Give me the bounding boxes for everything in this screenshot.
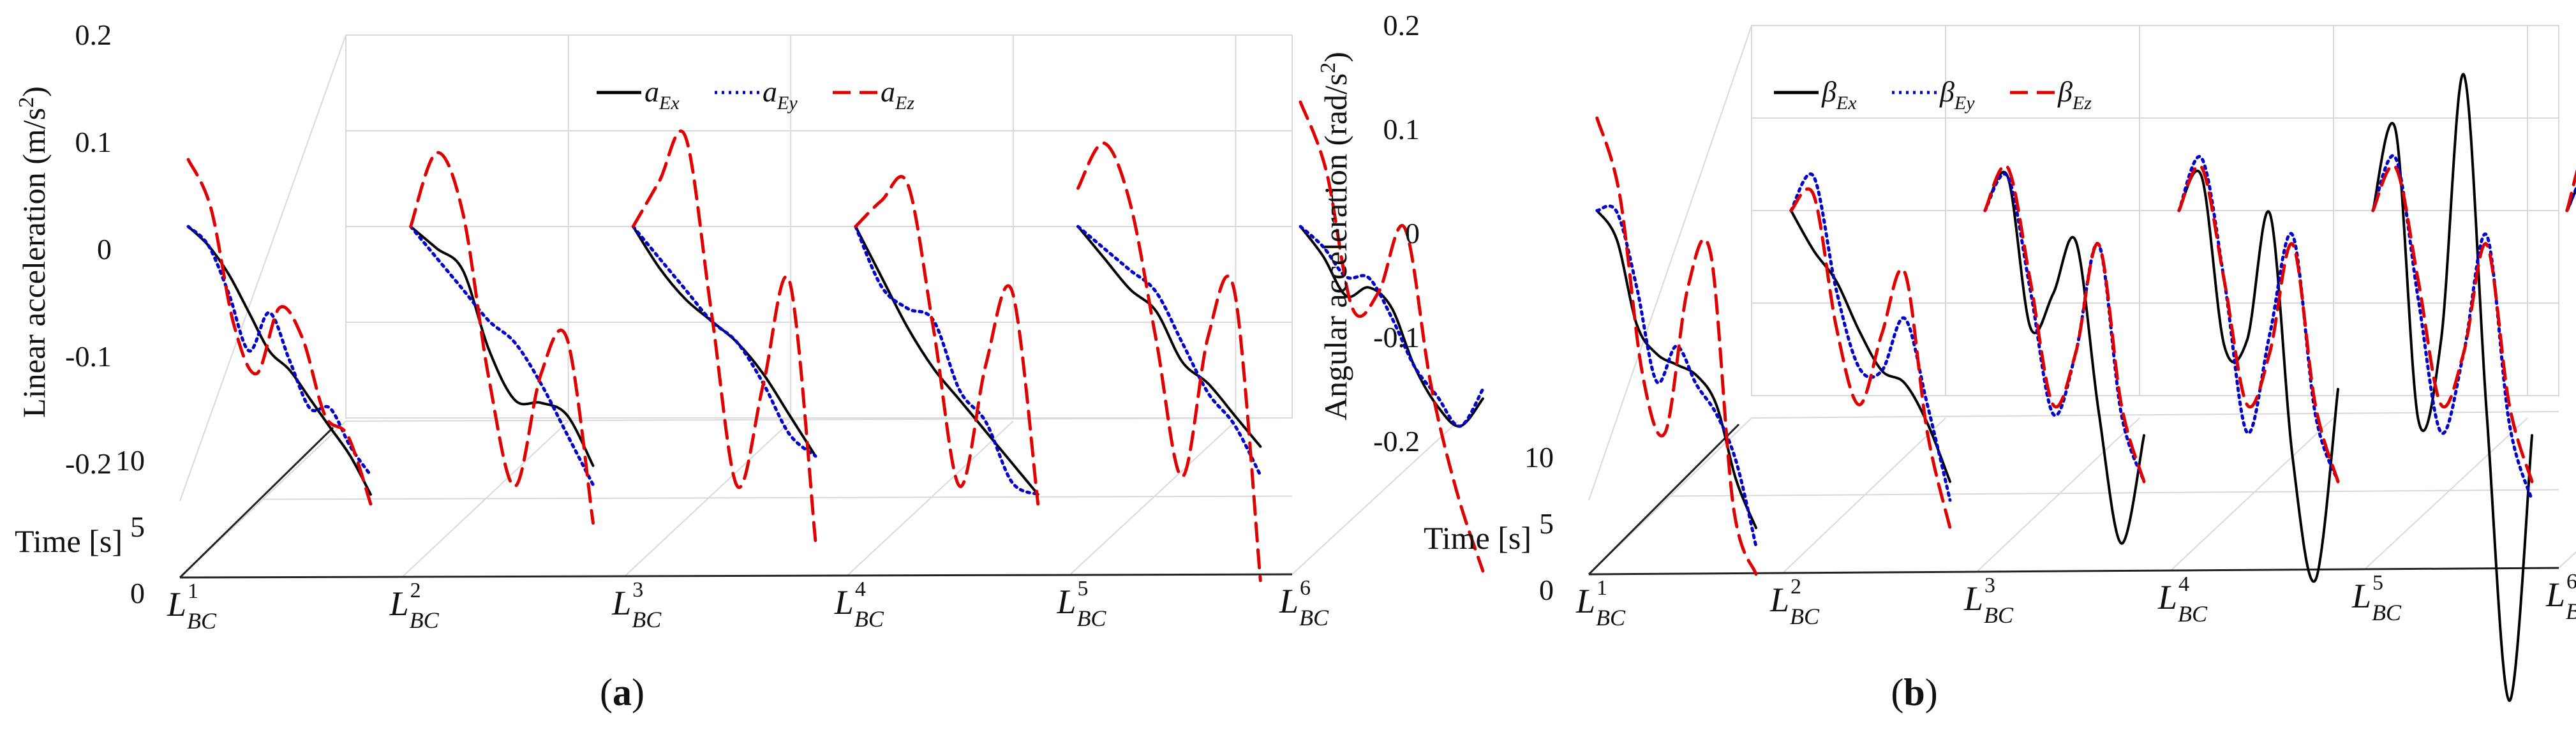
z-tick-label: -0.1 <box>65 340 112 373</box>
series-Ez-curve-1 <box>1595 116 1758 576</box>
time-tick-label: 5 <box>130 510 145 543</box>
z-tick-label: -0.2 <box>1373 425 1420 458</box>
category-axis-line <box>179 573 1293 579</box>
time-tick-label: 10 <box>115 444 145 477</box>
z-axis-label: Angular acceleration (rad/s2) <box>1316 52 1354 421</box>
time-tick-label: 0 <box>130 577 145 609</box>
category-label-2: L2 BC <box>389 579 440 633</box>
category-label-5: L5 BC <box>1056 577 1106 631</box>
series-Ez-curve-5 <box>2371 163 2534 484</box>
category-label-1: L1 BC <box>1575 576 1626 630</box>
series-Ez-curve-6 <box>1299 100 1485 573</box>
series-Ey-curve-1 <box>1595 204 1758 548</box>
legend-label-Ey: aEy <box>763 75 798 114</box>
category-axis-line <box>1588 567 2559 576</box>
series-Ez <box>186 100 1485 583</box>
series-Ez-curve-1 <box>186 158 373 506</box>
series-Ez-curve-5 <box>1076 141 1262 583</box>
series-Ex <box>1595 73 2576 703</box>
series-Ey-curve-2 <box>409 225 595 487</box>
series-Ez-curve-6 <box>2565 169 2576 212</box>
axes <box>179 426 1293 579</box>
series-Ey-curve-6 <box>2565 185 2576 212</box>
series-Ez-curve-3 <box>631 129 817 544</box>
time-axis-line <box>179 426 334 579</box>
series-Ex-curve-3 <box>1983 170 2145 545</box>
back-wall-grid <box>1588 25 2559 501</box>
z-tick-label: 0.2 <box>1383 9 1420 41</box>
series-Ey-curve-4 <box>2177 154 2340 484</box>
series-Ez-curve-4 <box>854 175 1040 506</box>
panel-label: (b) <box>1891 671 1937 713</box>
category-label-4: L4 BC <box>2157 572 2208 627</box>
series-Ey-curve-5 <box>1076 225 1262 477</box>
series-Ex-curve-1 <box>1595 209 1757 530</box>
z-tick-label: -0.2 <box>65 447 112 480</box>
legend: aEx aEy aEz <box>597 75 914 114</box>
time-tick-label: 0 <box>1539 574 1554 606</box>
legend-label-Ex: βEx <box>1821 75 1857 114</box>
series-Ez-curve-2 <box>409 151 595 525</box>
series-Ey-curve-6 <box>1299 225 1485 428</box>
time-tick-label: 5 <box>1539 507 1554 540</box>
category-label-5: L5 BC <box>2351 571 2402 625</box>
floor-grid <box>1588 411 2576 575</box>
legend: βEx βEy βEz <box>1774 75 2092 114</box>
series-Ex-curve-4 <box>854 225 1039 496</box>
z-tick-label: 0.1 <box>1383 113 1420 145</box>
panel-label: (a) <box>600 671 644 713</box>
series-Ey-curve-5 <box>2371 154 2534 502</box>
series-Ex-curve-2 <box>409 225 595 467</box>
z-axis-label: Linear acceleration (m/s2) <box>15 86 52 418</box>
category-label-4: L4 BC <box>834 577 884 632</box>
z-tick-label: 0 <box>1405 217 1420 250</box>
series-Ex-curve-1 <box>187 225 372 496</box>
series-Ez-curve-2 <box>1789 187 1952 530</box>
series-Ey-curve-4 <box>854 225 1040 496</box>
legend-label-Ey: βEy <box>1939 75 1975 114</box>
category-label-3: L3 BC <box>611 578 662 632</box>
legend-label-Ez: aEz <box>881 75 914 114</box>
time-axis-label: Time [s] <box>1424 520 1531 556</box>
axes <box>1588 423 2559 576</box>
series-Ey <box>186 225 1485 496</box>
floor-grid <box>179 417 1459 578</box>
chart-panel-b: 0.2 0.1 0 -0.1 -0.2 10 5 0 Angular acceleration … <box>1316 9 2576 713</box>
z-tick-label: 0 <box>97 233 112 265</box>
series-Ey-curve-2 <box>1789 172 1952 502</box>
series-Ex-curve-2 <box>1789 209 1951 483</box>
series-Ey-curve-1 <box>186 225 373 477</box>
z-tick-label: -0.1 <box>1373 321 1420 354</box>
series-Ez-curve-4 <box>2177 163 2340 484</box>
series-Ex-curve-6 <box>2565 187 2576 212</box>
category-label-3: L3 BC <box>1963 574 2014 628</box>
category-label-2: L2 BC <box>1769 575 1820 629</box>
time-axis-label: Time [s] <box>15 523 123 559</box>
time-axis-line <box>1588 423 1740 576</box>
z-tick-label: 0.1 <box>75 126 112 158</box>
series-Ex-curve-5 <box>1076 225 1262 448</box>
series-Ez-curve-3 <box>1983 163 2146 484</box>
series-Ex-curve-5 <box>2371 73 2533 703</box>
series-Ey-curve-3 <box>631 225 817 458</box>
category-label-1: L1 BC <box>167 579 217 634</box>
time-tick-label: 10 <box>1524 441 1554 473</box>
series-Ex <box>187 225 1484 496</box>
series-Ez <box>1595 116 2576 576</box>
legend-label-Ex: aEx <box>644 75 680 114</box>
legend-label-Ez: βEz <box>2057 75 2092 114</box>
series-Ex-curve-4 <box>2177 169 2339 583</box>
z-tick-label: 0.2 <box>75 19 112 51</box>
series-Ex-curve-6 <box>1299 225 1484 428</box>
